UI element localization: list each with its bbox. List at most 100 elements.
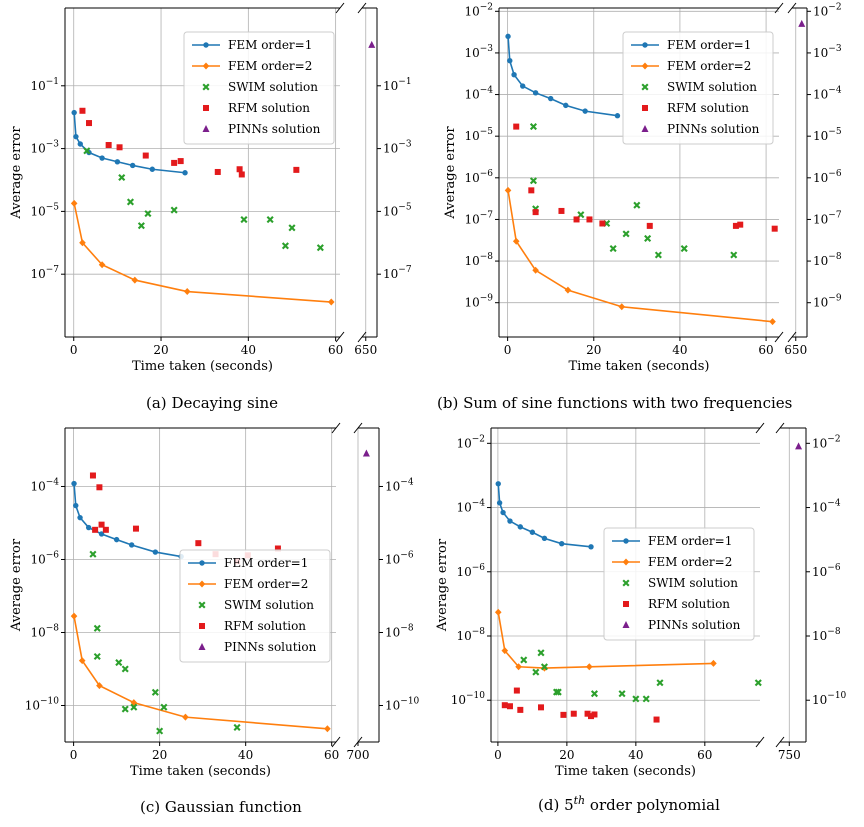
data-point — [494, 608, 502, 616]
y-tick-label: 10−2 — [464, 2, 493, 18]
data-point — [202, 125, 210, 132]
data-point — [83, 147, 91, 155]
data-point — [203, 42, 209, 48]
y-tick-label: 10−8 — [456, 627, 485, 643]
data-point — [85, 524, 92, 531]
y-axis-label: Average error — [9, 538, 24, 632]
legend-box — [183, 31, 335, 145]
data-point — [590, 690, 599, 698]
data-point — [327, 298, 335, 306]
data-point — [495, 481, 501, 487]
y-tick-label-right: 10−6 — [813, 169, 842, 185]
data-point — [118, 173, 126, 182]
series-pinns-solution — [798, 19, 806, 27]
data-point — [114, 159, 121, 165]
data-point — [89, 472, 96, 479]
data-point — [591, 711, 598, 718]
series-fem-order-1 — [505, 33, 621, 119]
series-line — [507, 190, 773, 323]
data-point — [171, 159, 178, 166]
data-point — [623, 601, 629, 607]
y-tick-label-right: 10−7 — [813, 210, 842, 226]
x-tick-label: 750 — [778, 748, 801, 762]
y-tick-label-right: 10−1 — [383, 77, 412, 93]
data-point — [202, 83, 210, 91]
caption-d: (d) 5th order polynomial — [538, 794, 720, 814]
data-point — [512, 237, 520, 245]
data-point — [532, 209, 539, 216]
data-point — [573, 216, 580, 223]
data-point — [195, 540, 202, 547]
legend: FEM order=1 FEM order=2 SWIM solution RFM s… — [603, 527, 755, 641]
axis-break-mark — [357, 2, 367, 14]
data-point — [584, 710, 591, 717]
data-point — [532, 90, 539, 96]
data-point — [113, 536, 120, 543]
caption-text: Sum of sine functions with two frequenci… — [463, 394, 793, 412]
y-tick-label-right: 10−7 — [383, 265, 412, 281]
data-point — [198, 601, 206, 609]
x-axis-label: Time taken (seconds) — [568, 359, 709, 374]
data-point — [98, 261, 106, 269]
data-point — [199, 560, 205, 566]
legend-label: FEM order=2 — [648, 555, 732, 569]
x-tick-label: 0 — [70, 748, 78, 762]
data-point — [78, 657, 86, 665]
legend-box — [179, 549, 331, 663]
data-point — [769, 318, 776, 326]
x-tick-label: 0 — [494, 748, 502, 762]
data-point — [506, 703, 513, 710]
y-tick-label-right: 10−4 — [813, 86, 842, 102]
data-point — [137, 222, 145, 230]
data-point — [519, 83, 526, 89]
data-point — [754, 679, 762, 687]
data-point — [642, 42, 648, 48]
data-point — [771, 225, 778, 232]
data-point — [505, 33, 511, 40]
legend-label: FEM order=1 — [648, 534, 732, 548]
data-point — [511, 71, 517, 78]
legend-label: FEM order=1 — [228, 38, 312, 52]
caption-text: 5 — [564, 796, 574, 814]
data-point — [129, 162, 136, 169]
data-point — [564, 286, 572, 294]
x-tick-label: 60 — [758, 343, 773, 357]
axes: 10−4 10−4 10−6 10−6 10−8 10−8 10−10 10−10 0 20 40 6… — [9, 422, 420, 779]
data-point — [99, 155, 105, 161]
data-point — [102, 526, 109, 533]
data-point — [622, 579, 630, 587]
x-tick-label: 40 — [241, 343, 256, 357]
data-point — [144, 210, 152, 218]
y-tick-label: 10−6 — [456, 563, 485, 579]
y-tick-label-right: 10−3 — [813, 44, 842, 60]
data-point — [710, 659, 717, 667]
data-point — [182, 170, 188, 176]
data-point — [152, 549, 159, 555]
y-tick-label: 10−3 — [30, 140, 59, 156]
axis-break-mark — [774, 331, 784, 343]
y-tick-label-right: 10−5 — [813, 127, 842, 143]
data-point — [96, 484, 103, 491]
data-point — [233, 723, 241, 732]
data-point — [105, 142, 112, 149]
axis-break-mark — [755, 422, 765, 434]
data-point — [131, 276, 139, 284]
data-point — [316, 244, 324, 252]
data-point — [501, 647, 509, 655]
legend-label: FEM order=2 — [228, 59, 312, 73]
series-line — [73, 203, 332, 303]
data-point — [646, 222, 653, 229]
data-point — [642, 695, 650, 703]
data-point — [732, 222, 739, 229]
data-point — [77, 514, 83, 521]
data-point — [504, 186, 512, 194]
legend-label: PINNs solution — [648, 618, 741, 632]
y-tick-label-right: 10−8 — [812, 627, 841, 643]
y-tick-label-right: 10−8 — [813, 252, 842, 268]
data-point — [529, 123, 538, 131]
x-tick-label: 20 — [153, 343, 168, 357]
data-point — [198, 643, 206, 650]
chart-panel-d: 10−2 10−2 10−4 10−4 10−6 10−6 10−8 10−8 10−10 10−… — [435, 422, 847, 779]
data-point — [537, 649, 545, 657]
caption-superscript: th — [573, 794, 586, 807]
